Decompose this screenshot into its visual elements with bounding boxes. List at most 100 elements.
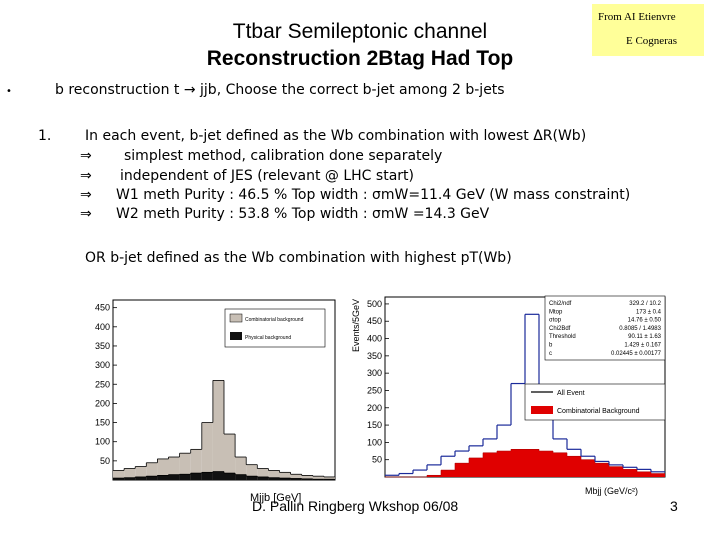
stat-label: σtop	[549, 318, 562, 324]
y-tick-label: 50	[100, 456, 110, 466]
physical-bar	[135, 476, 147, 480]
combinatorial-bar	[301, 475, 313, 480]
combinatorial-background-bar	[539, 451, 553, 477]
combinatorial-background-bar	[609, 466, 623, 477]
sub-item-4: W2 meth Purity : 53.8 % Top width : σmW …	[116, 206, 490, 222]
legend-swatch-combinatorial	[531, 406, 553, 414]
y-tick-label: 300	[95, 360, 110, 370]
chart-right: Events/5GeV 500 450 400 350 300 250 200 150 100 5…	[345, 292, 670, 502]
combinatorial-background-bar	[581, 459, 595, 477]
legend-swatch-physical	[230, 332, 242, 340]
y-tick-label: 450	[95, 303, 110, 313]
physical-bar	[279, 478, 291, 480]
or-text: OR b-jet defined as the Wb combination w…	[85, 250, 512, 266]
chart-right-legend: All Event Combinatorial Background	[524, 383, 666, 421]
y-tick-label: 500	[367, 299, 382, 309]
combinatorial-bar	[323, 476, 335, 480]
combinatorial-bar	[246, 464, 258, 480]
physical-bar	[179, 474, 191, 480]
implies-icon: ⇒	[80, 187, 92, 203]
physical-bar	[146, 476, 158, 480]
implies-icon: ⇒	[80, 206, 92, 222]
combinatorial-background-bar	[511, 449, 525, 477]
y-tick-label: 400	[367, 334, 382, 344]
author-note: From AI Etienvre E Cogneras	[592, 4, 704, 56]
physical-bar	[246, 476, 258, 480]
note-line1: From AI Etienvre	[598, 11, 676, 23]
stat-value: 90.11 ± 1.63	[628, 334, 662, 340]
stat-value: 173 ± 0.4	[636, 309, 662, 315]
note-line2: E Cogneras	[626, 35, 678, 47]
combinatorial-bar	[235, 457, 247, 480]
combinatorial-bar	[257, 468, 269, 480]
combinatorial-bar	[168, 457, 180, 480]
slide-title: Ttbar Semileptonic channel Reconstructio…	[150, 18, 570, 72]
physical-bar	[124, 477, 136, 480]
stat-value: 1.429 ± 0.167	[624, 343, 661, 349]
combinatorial-bar	[157, 458, 169, 480]
physical-bar	[201, 472, 213, 480]
combinatorial-bar	[190, 449, 202, 480]
chart-right-ylabel: Events/5GeV	[351, 299, 361, 352]
legend-swatch-combinatorial	[229, 313, 243, 323]
y-tick-label: 450	[367, 316, 382, 326]
stats-box	[544, 295, 666, 361]
stat-label: Threshold	[549, 334, 576, 340]
y-tick-label: 150	[95, 418, 110, 428]
y-tick-label: 400	[95, 322, 110, 332]
y-tick-label: 50	[372, 455, 382, 465]
physical-bar	[212, 471, 224, 480]
physical-bar	[157, 475, 169, 480]
stat-value: 329.2 / 10.2	[629, 301, 661, 307]
combinatorial-bar	[146, 462, 158, 480]
physical-bar	[257, 476, 269, 480]
stat-label: Chi2/ndf	[549, 301, 572, 307]
title-line2: Reconstruction 2Btag Had Top	[206, 47, 514, 70]
combinatorial-bar	[113, 470, 125, 480]
footer-text: D. Pallin Ringberg Wkshop 06/08	[252, 498, 459, 514]
item1-text: In each event, b-jet defined as the Wb c…	[85, 128, 587, 144]
combinatorial-bar	[290, 474, 302, 480]
chart-right-xlabel: Mbjj (GeV/c²)	[585, 486, 638, 496]
y-tick-label: 350	[95, 341, 110, 351]
combinatorial-bar	[279, 472, 291, 480]
y-tick-label: 300	[367, 368, 382, 378]
legend-label-combinatorial: Combinatorial background	[245, 317, 304, 323]
combinatorial-background-bar	[427, 475, 441, 477]
subtitle: b reconstruction t → jjb, Choose the cor…	[55, 82, 505, 98]
combinatorial-background-bar	[483, 452, 497, 477]
stat-label: Chi2Bdf	[549, 326, 571, 332]
physical-bar	[168, 474, 180, 480]
physical-bar	[224, 473, 236, 480]
legend-label-physical: Physical background	[245, 335, 291, 341]
combinatorial-background-bar	[595, 463, 609, 477]
combinatorial-bar	[224, 434, 236, 480]
stat-value: 0.02445 ± 0.00177	[611, 351, 662, 357]
combinatorial-background-bar	[651, 473, 665, 477]
physical-bar	[190, 473, 202, 480]
y-tick-label: 100	[95, 437, 110, 447]
y-tick-label: 150	[367, 420, 382, 430]
stat-label: Mtop	[549, 309, 563, 315]
combinatorial-background-bar	[567, 456, 581, 477]
physical-bar	[268, 477, 280, 480]
combinatorial-background-bar	[525, 449, 539, 477]
implies-icon: ⇒	[80, 168, 92, 184]
sub-item-1: simplest method, calibration done separa…	[124, 148, 443, 164]
y-tick-label: 250	[367, 385, 382, 395]
bullet-icon: •	[6, 86, 12, 97]
combinatorial-background-bar	[637, 471, 651, 477]
item1-number: 1.	[38, 128, 52, 144]
chart-left-xlabel: Mjjb [GeV]	[250, 492, 301, 504]
title-line1: Ttbar Semileptonic channel	[232, 20, 488, 43]
combinatorial-bar	[201, 422, 213, 480]
implies-icon: ⇒	[80, 148, 92, 164]
y-tick-label: 250	[95, 379, 110, 389]
combinatorial-background-bar	[455, 463, 469, 477]
chart-left: 450 400 350 300 250 200 150 100 50 Combinatorial…	[85, 295, 340, 510]
chart-right-stats: Chi2/ndf 329.2 / 10.2 Mtop 173 ± 0.4 σtop 14.…	[544, 295, 666, 361]
physical-bar	[301, 478, 313, 480]
legend-label-combinatorial: Combinatorial Background	[557, 408, 640, 415]
combinatorial-background-bar	[441, 470, 455, 477]
stat-value: 14.76 ± 0.50	[628, 318, 662, 324]
